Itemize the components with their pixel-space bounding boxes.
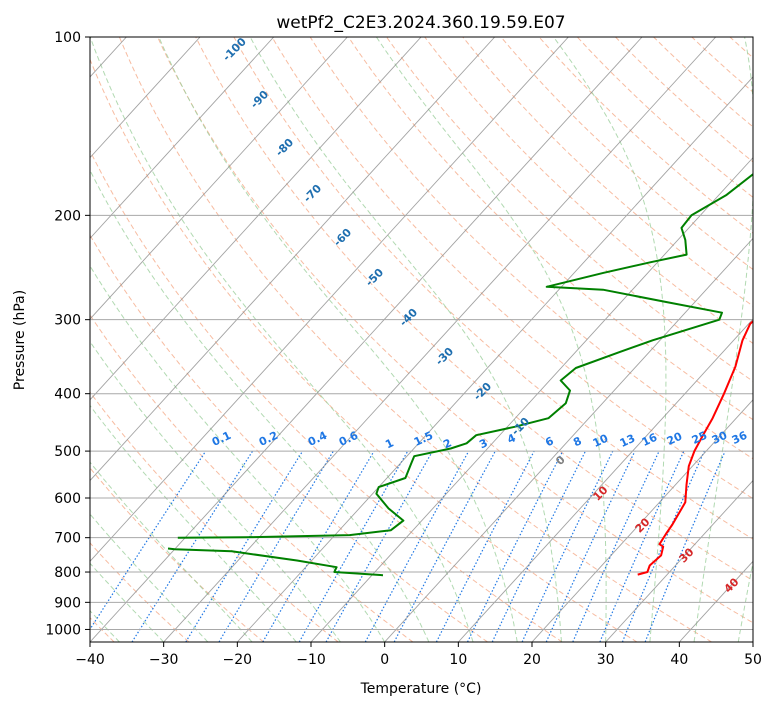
- mixing-ratio-line: [364, 450, 470, 642]
- mixing-ratio-line: [621, 450, 705, 642]
- x-tick-label: 50: [744, 652, 762, 668]
- isotherm-line: [90, 37, 422, 401]
- mixing-ratio-label: 20: [665, 430, 685, 448]
- y-tick-label: 300: [54, 313, 81, 329]
- dry-adiabat-line: [90, 391, 339, 642]
- isotherm-line: [310, 156, 753, 642]
- isotherm-line: [90, 37, 348, 320]
- pressure-gridlines: [90, 37, 753, 630]
- isotherm-line: [90, 37, 643, 642]
- moist-adiabat-line: [553, 37, 667, 642]
- temperature-profile: [637, 320, 753, 576]
- x-tick-label: 0: [380, 652, 389, 668]
- mixing-ratio-label: 10: [591, 432, 611, 450]
- moist-adiabat-line: [90, 264, 386, 642]
- mixing-ratio-label: 25: [690, 429, 709, 447]
- mixing-ratio-line: [185, 450, 304, 642]
- dry-adiabat-line: [90, 149, 563, 642]
- mixing-ratio-label: 16: [640, 431, 660, 449]
- mixing-ratio-line: [393, 450, 496, 642]
- isotherm-line: [163, 37, 717, 642]
- dewpoint-profile: [177, 173, 753, 539]
- mixing-ratio-line: [491, 450, 586, 642]
- plot-frame: [89, 36, 754, 643]
- moist-adiabat-line: [90, 37, 474, 642]
- moist-adiabat-line: [90, 461, 253, 642]
- mixing-ratio-line: [218, 450, 334, 642]
- mixing-ratio-line: [572, 450, 660, 642]
- y-tick-label: 1000: [45, 622, 81, 638]
- isotherm-line: [237, 76, 753, 642]
- mixing-ratio-line: [521, 450, 614, 642]
- dry-adiabat-line: [118, 37, 712, 642]
- x-axis-label: Temperature (°C): [360, 681, 482, 697]
- mixing-ratio-line: [599, 450, 685, 642]
- moist-adiabat-line: [693, 37, 753, 642]
- moist-adiabat-line: [158, 37, 518, 642]
- x-tick-label: −10: [296, 652, 326, 668]
- dry-adiabat-line: [195, 37, 753, 582]
- x-tick-label: 10: [449, 652, 467, 668]
- x-tick-label: 30: [597, 652, 615, 668]
- dry-adiabat-line: [157, 37, 753, 624]
- x-tick-label: 20: [523, 652, 541, 668]
- moist-adiabat-line: [737, 559, 753, 642]
- x-axis: −40 −30 −20 −10 0 10 20 30 40 50: [75, 642, 762, 668]
- y-tick-label: 200: [54, 208, 81, 224]
- mixing-ratio-line: [90, 450, 207, 631]
- isotherm-line: [384, 237, 753, 642]
- moist-adiabat-line: [90, 513, 209, 642]
- plot-area: -100-90-80-70-60-50-40-30-20-10010203040…: [90, 37, 753, 642]
- y-tick-label: 700: [54, 531, 81, 547]
- mixing-ratio-label: 13: [618, 432, 637, 450]
- moist-adiabat-line: [90, 404, 297, 642]
- chart-title: wetPf2_C2E3.2024.360.19.59.E07: [276, 13, 565, 33]
- mixing-ratio-line: [131, 450, 254, 642]
- mixing-ratio-line: [466, 450, 564, 642]
- mixing-ratio-line: [325, 450, 434, 642]
- y-tick-label: 600: [54, 491, 81, 507]
- isotherm-line: [531, 399, 753, 642]
- y-tick-label: 800: [54, 565, 81, 581]
- dry-adiabat-line: [271, 37, 753, 500]
- x-tick-label: −20: [223, 652, 253, 668]
- x-tick-label: −40: [75, 652, 105, 668]
- isotherm-line: [90, 37, 496, 482]
- moist-adiabat-line: [90, 169, 430, 642]
- x-tick-label: 40: [670, 652, 688, 668]
- mixing-ratio-line: [435, 450, 535, 642]
- mixing-ratio-label: 36: [730, 429, 750, 447]
- isotherm-line: [90, 37, 569, 562]
- y-axis-label: Pressure (hPa): [12, 290, 28, 390]
- isotherm-line: [458, 318, 753, 642]
- moist-adiabat-line: [90, 340, 341, 642]
- y-tick-label: 500: [54, 444, 81, 460]
- dry-adiabat-line: [309, 37, 753, 460]
- dry-adiabat-line: [90, 58, 638, 642]
- mixing-ratio-label: 30: [710, 429, 730, 447]
- y-tick-label: 900: [54, 595, 81, 611]
- moist-adiabat-line: [90, 562, 165, 642]
- dewpoint-profile: [167, 547, 384, 577]
- isotherm-line: [90, 37, 275, 240]
- moist-adiabat-line: [375, 37, 607, 642]
- isotherm-line: [605, 479, 753, 642]
- isotherms: [90, 37, 753, 642]
- x-tick-label: −30: [149, 652, 179, 668]
- moist-adiabat-line: [249, 37, 562, 642]
- moist-adiabats: [90, 37, 753, 642]
- mixing-ratio-line: [545, 450, 636, 642]
- y-tick-label: 400: [54, 387, 81, 403]
- y-axis: 1000 900 800 700 600 500 400 300 200 100: [45, 30, 90, 638]
- dry-adiabat-line: [386, 37, 753, 382]
- y-tick-label: 100: [54, 30, 81, 46]
- dry-adiabat-line: [424, 37, 753, 344]
- isotherm-line: [90, 37, 201, 159]
- profile-series: [167, 173, 753, 577]
